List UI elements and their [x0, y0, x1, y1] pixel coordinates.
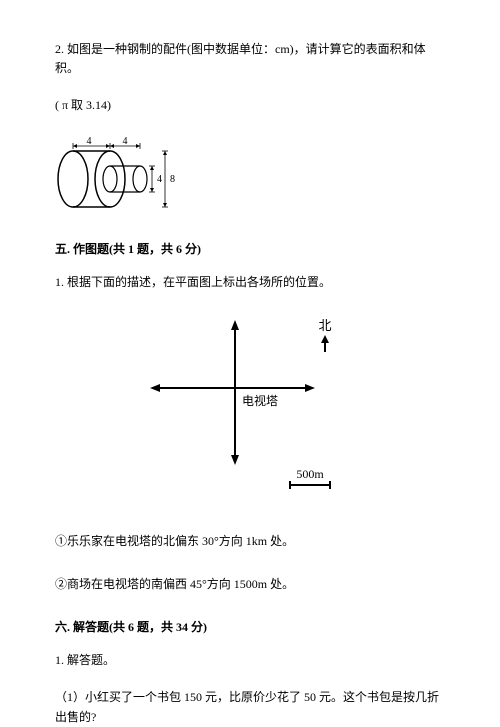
- dim-right: 4: [123, 136, 128, 147]
- sub-item-2-text: ②商场在电视塔的南偏西 45°方向 1500m 处。: [55, 577, 294, 591]
- question-2-note: ( π 取 3.14): [55, 96, 445, 115]
- section-6-q1-text: 1. 解答题。: [55, 653, 115, 667]
- steel-part-diagram: 4 4 4 8: [55, 134, 175, 214]
- figure-steel-part: 4 4 4 8: [55, 134, 445, 218]
- center-label: 电视塔: [242, 393, 278, 408]
- section-5-title: 五. 作图题(共 1 题，共 6 分): [55, 240, 445, 259]
- sub-item-1: ①乐乐家在电视塔的北偏东 30°方向 1km 处。: [55, 532, 445, 549]
- section-6-q1: 1. 解答题。: [55, 651, 445, 670]
- section-5-q1-text: 1. 根据下面的描述，在平面图上标出各场所的位置。: [55, 275, 331, 289]
- section-5-q1: 1. 根据下面的描述，在平面图上标出各场所的位置。: [55, 273, 445, 292]
- question-2: 2. 如图是一种钢制的配件(图中数据单位：cm)，请计算它的表面积和体积。: [55, 40, 445, 78]
- question-2-text: 2. 如图是一种钢制的配件(图中数据单位：cm)，请计算它的表面积和体积。: [55, 42, 426, 75]
- section-6-title-text: 六. 解答题(共 6 题，共 34 分): [55, 620, 207, 634]
- dim-h8: 8: [170, 174, 175, 185]
- north-label: 北: [318, 318, 331, 333]
- section-6-title: 六. 解答题(共 6 题，共 34 分): [55, 618, 445, 637]
- dim-left: 4: [87, 136, 92, 147]
- sub-item-1-text: ①乐乐家在电视塔的北偏东 30°方向 1km 处。: [55, 534, 294, 548]
- figure-compass: 北 电视塔 500m: [55, 310, 445, 514]
- scale-label: 500m: [296, 467, 324, 481]
- section-5-title-text: 五. 作图题(共 1 题，共 6 分): [55, 242, 201, 256]
- compass-diagram: 北 电视塔 500m: [130, 310, 370, 510]
- dim-h4: 4: [157, 174, 162, 185]
- pi-note: ( π 取 3.14): [55, 98, 111, 112]
- section-6-sub1-text: （1）小红买了一个书包 150 元，比原价少花了 50 元。这个书包是按几折出售…: [55, 690, 439, 723]
- sub-item-2: ②商场在电视塔的南偏西 45°方向 1500m 处。: [55, 575, 445, 592]
